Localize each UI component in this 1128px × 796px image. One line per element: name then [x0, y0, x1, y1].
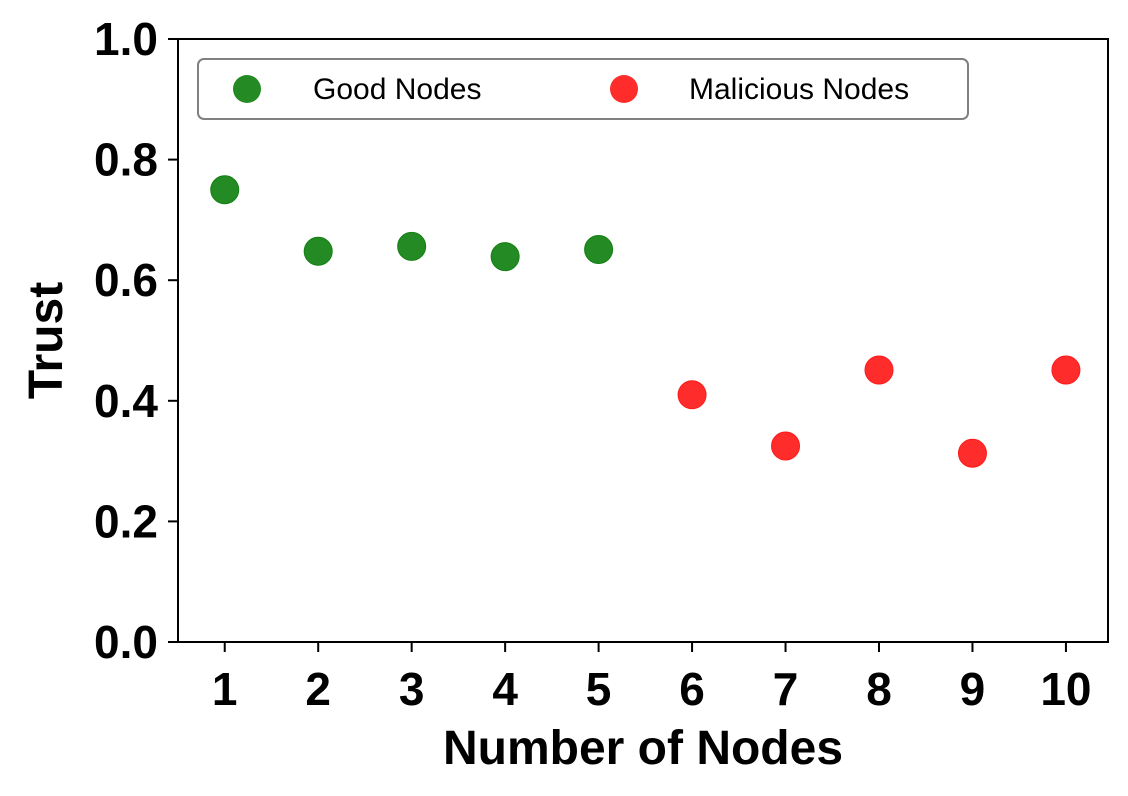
malicious-node-point — [677, 380, 707, 410]
legend-label-malicious-nodes: Malicious Nodes — [689, 73, 909, 106]
legend: Good Nodes Malicious Nodes — [197, 58, 969, 120]
malicious-node-point — [864, 355, 894, 385]
plot-area-frame — [177, 38, 1109, 643]
good-node-point — [397, 231, 427, 261]
x-tick-label: 5 — [586, 663, 612, 715]
malicious-node-point — [771, 431, 801, 461]
legend-label-good-nodes: Good Nodes — [313, 73, 481, 106]
y-tick-label: 0.0 — [94, 616, 158, 668]
x-axis-ticks: 1 2 3 4 5 6 7 8 9 10 — [212, 642, 1092, 715]
good-node-point — [303, 236, 333, 266]
legend-marker-good-nodes — [233, 75, 261, 103]
x-tick-label: 10 — [1040, 663, 1091, 715]
x-axis-label: Number of Nodes — [443, 722, 843, 775]
x-tick-label: 1 — [212, 663, 238, 715]
good-node-point — [584, 234, 614, 264]
good-node-point — [210, 175, 240, 205]
malicious-node-point — [1051, 355, 1081, 385]
x-tick-label: 9 — [960, 663, 986, 715]
x-tick-label: 2 — [305, 663, 331, 715]
x-tick-label: 6 — [679, 663, 705, 715]
y-axis-ticks: 0.0 0.2 0.4 0.6 0.8 1.0 — [94, 13, 178, 668]
x-tick-label: 7 — [773, 663, 799, 715]
y-tick-label: 0.2 — [94, 495, 158, 547]
good-node-point — [490, 242, 520, 272]
y-tick-label: 0.6 — [94, 254, 158, 306]
x-tick-label: 8 — [866, 663, 892, 715]
legend-box — [197, 58, 969, 120]
data-points — [210, 175, 1081, 468]
x-tick-label: 3 — [399, 663, 425, 715]
malicious-node-point — [957, 438, 987, 468]
y-axis-label: Trust — [20, 282, 73, 399]
legend-marker-malicious-nodes — [610, 75, 638, 103]
y-tick-label: 1.0 — [94, 13, 158, 65]
x-tick-label: 4 — [492, 663, 518, 715]
y-tick-label: 0.8 — [94, 134, 158, 186]
y-tick-label: 0.4 — [94, 375, 158, 427]
